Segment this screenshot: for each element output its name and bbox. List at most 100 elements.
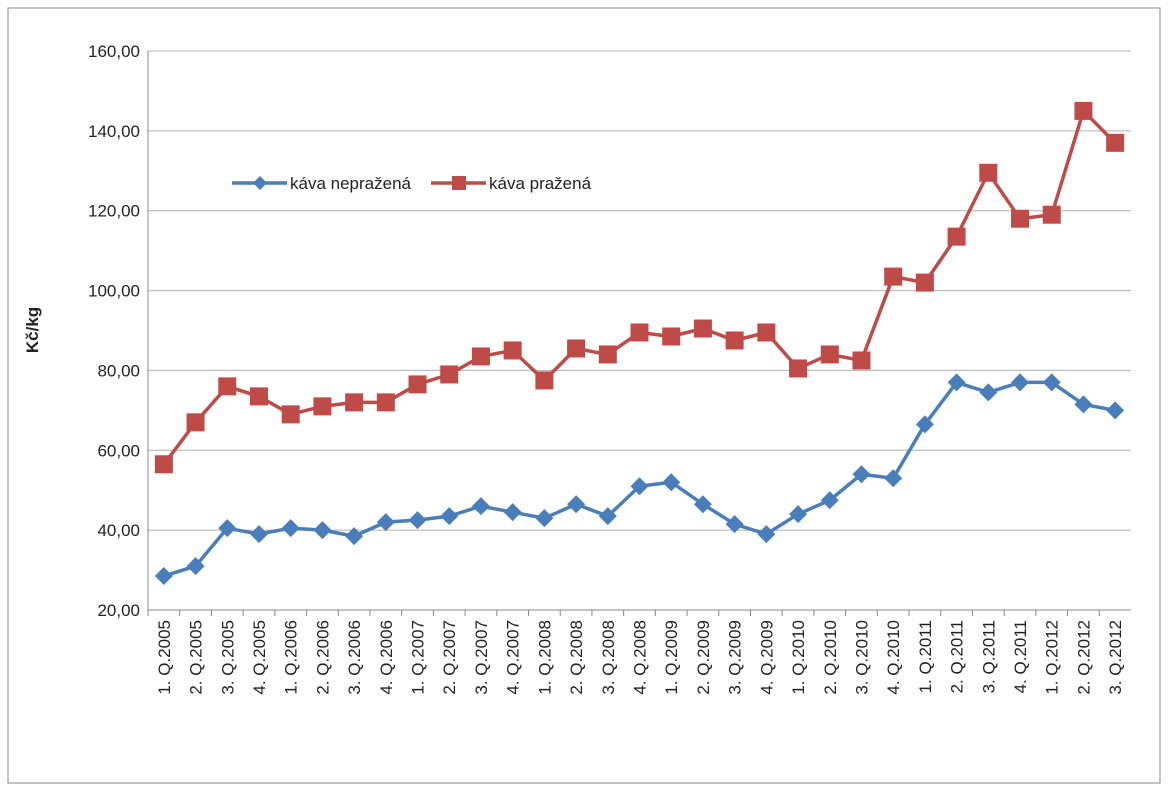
x-tick-label: 2. Q.2012 [1074, 620, 1093, 695]
marker [789, 505, 808, 524]
x-tick-label: 2. Q.2009 [694, 620, 713, 695]
y-tick-label: 140,00 [88, 122, 140, 141]
marker [218, 377, 237, 396]
marker [535, 371, 554, 390]
marker [1106, 133, 1125, 152]
marker [440, 507, 459, 526]
marker [376, 513, 395, 532]
x-tick-label: 1. Q.2005 [155, 620, 174, 695]
marker [408, 511, 427, 530]
marker [852, 465, 871, 484]
y-tick-label: 40,00 [97, 521, 140, 540]
y-tick-label: 100,00 [88, 282, 140, 301]
marker [281, 405, 300, 424]
x-tick-label: 3. Q.2007 [472, 620, 491, 695]
marker [757, 323, 776, 342]
x-tick-label: 4. Q.2007 [504, 620, 523, 695]
marker [313, 397, 332, 416]
marker [947, 227, 966, 246]
marker [915, 415, 934, 434]
marker [345, 393, 364, 412]
x-tick-label: 1. Q.2007 [409, 620, 428, 695]
x-tick-label: 2. Q.2006 [313, 620, 332, 695]
y-tick-label: 60,00 [97, 441, 140, 460]
x-tick-label: 2. Q.2008 [567, 620, 586, 695]
marker [503, 341, 522, 360]
marker [471, 347, 490, 366]
marker [218, 519, 237, 538]
marker [440, 365, 459, 384]
marker [567, 339, 586, 358]
marker [186, 557, 205, 576]
x-tick-label: 3. Q.2005 [218, 620, 237, 695]
marker [852, 351, 871, 370]
marker [979, 383, 998, 402]
x-tick-label: 1. Q.2012 [1043, 620, 1062, 695]
marker [1042, 205, 1061, 224]
x-tick-label: 4. Q.2011 [1011, 620, 1030, 693]
x-tick-label: 3. Q.2011 [979, 620, 998, 693]
marker [1011, 373, 1030, 392]
legend-marker [451, 176, 466, 190]
marker [884, 267, 903, 286]
marker [598, 345, 617, 364]
x-tick-label: 2. Q.2010 [821, 620, 840, 695]
marker [947, 373, 966, 392]
marker [1074, 101, 1093, 120]
marker [630, 323, 649, 342]
marker [1074, 395, 1093, 414]
marker [154, 567, 173, 586]
x-tick-label: 4. Q.2006 [377, 620, 396, 695]
x-tick-label: 2. Q.2007 [440, 620, 459, 695]
y-axis-label: Kč/kg [23, 307, 42, 353]
marker [471, 497, 490, 516]
x-tick-label: 3. Q.2010 [852, 620, 871, 695]
x-tick-label: 1. Q.2009 [662, 620, 681, 695]
marker [884, 469, 903, 488]
marker [693, 319, 712, 338]
marker [186, 413, 205, 432]
marker [1042, 373, 1061, 392]
marker [567, 495, 586, 514]
x-tick-label: 4. Q.2008 [631, 620, 650, 695]
x-tick-label: 2. Q.2005 [187, 620, 206, 695]
legend-label: káva nepražená [290, 174, 412, 193]
marker [915, 273, 934, 292]
marker [345, 527, 364, 546]
y-tick-label: 160,00 [88, 42, 140, 61]
x-tick-label: 2. Q.2011 [948, 620, 967, 693]
legend-label: káva pražená [489, 174, 592, 193]
marker [979, 163, 998, 182]
x-tick-label: 1. Q.2011 [916, 620, 935, 693]
marker [789, 359, 808, 378]
marker [820, 491, 839, 510]
marker [662, 473, 681, 492]
x-tick-label: 3. Q.2008 [599, 620, 618, 695]
marker [820, 345, 839, 364]
marker [1106, 401, 1125, 420]
x-tick-label: 3. Q.2009 [726, 620, 745, 695]
marker [725, 515, 744, 534]
chart-frame [7, 7, 1161, 784]
marker [249, 387, 268, 406]
marker [725, 331, 744, 350]
x-tick-label: 1. Q.2006 [282, 620, 301, 695]
marker [662, 327, 681, 346]
x-tick-label: 4. Q.2009 [757, 620, 776, 695]
x-tick-label: 3. Q.2006 [345, 620, 364, 695]
marker [313, 521, 332, 540]
y-tick-label: 20,00 [97, 601, 140, 620]
y-tick-label: 120,00 [88, 202, 140, 221]
x-tick-label: 4. Q.2010 [884, 620, 903, 695]
x-tick-label: 1. Q.2008 [535, 620, 554, 695]
x-tick-label: 3. Q.2012 [1106, 620, 1125, 695]
marker [249, 525, 268, 544]
marker [693, 495, 712, 514]
x-tick-label: 1. Q.2010 [789, 620, 808, 695]
x-tick-label: 4. Q.2005 [250, 620, 269, 695]
marker [630, 477, 649, 496]
marker [598, 507, 617, 526]
y-tick-label: 80,00 [97, 361, 140, 380]
marker [1011, 209, 1030, 228]
